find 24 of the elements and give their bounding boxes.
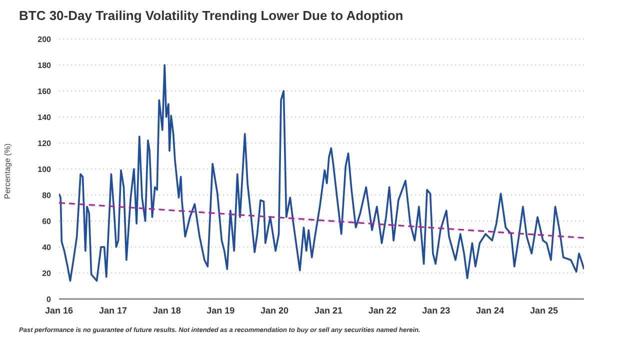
- y-tick-label: 180: [38, 60, 52, 70]
- y-tick-label: 20: [42, 268, 52, 278]
- y-axis-title: Percentage (%): [2, 143, 12, 199]
- y-tick-label: 200: [38, 34, 52, 44]
- y-tick-label: 100: [38, 164, 52, 174]
- x-tick-label: Jan 22: [368, 305, 396, 316]
- x-tick-label: Jan 17: [98, 305, 128, 316]
- x-tick-label: Jan 20: [260, 305, 289, 316]
- x-tick-label: Jan 16: [44, 305, 74, 316]
- x-tick-label: Jan 19: [206, 305, 235, 316]
- y-tick-label: 80: [42, 190, 52, 200]
- line-series: [59, 64, 584, 282]
- y-tick-label: 0: [46, 294, 52, 304]
- y-tick-label: 120: [38, 138, 52, 148]
- x-tick-label: Jan 21: [314, 305, 343, 316]
- y-tick-label: 140: [38, 112, 52, 122]
- chart-title: BTC 30-Day Trailing Volatility Trending Lower Due to Adoption: [19, 8, 404, 23]
- x-tick-label: Jan 25: [530, 305, 558, 316]
- x-tick-label: Jan 23: [422, 305, 450, 316]
- y-tick-label: 60: [42, 216, 52, 226]
- x-tick-label: Jan 24: [476, 305, 504, 316]
- x-tick-label: Jan 18: [152, 305, 181, 316]
- y-tick-label: 40: [42, 242, 52, 252]
- y-tick-label: 160: [38, 86, 52, 96]
